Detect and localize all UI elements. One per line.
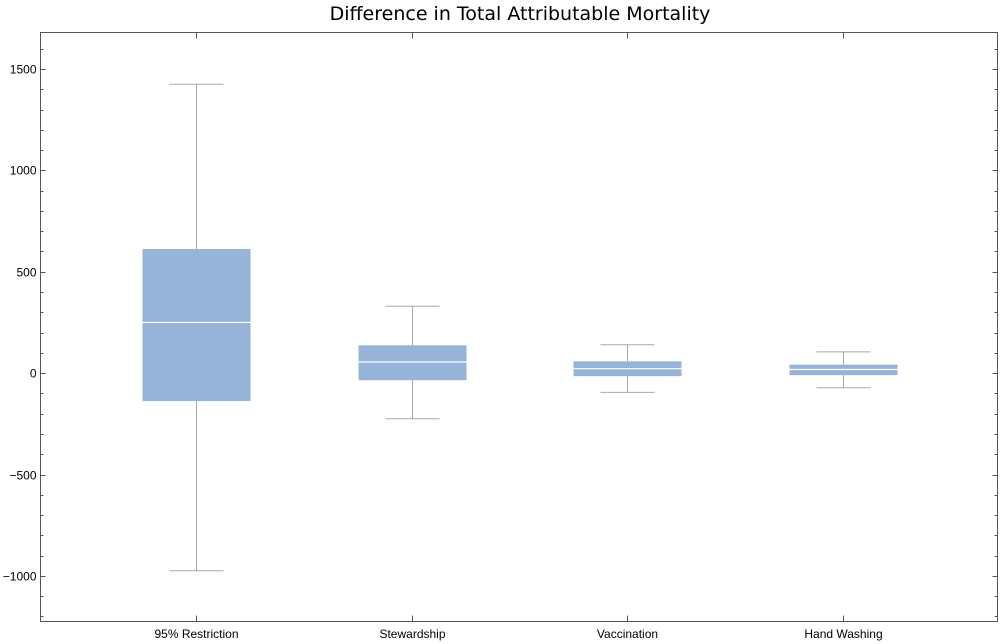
x-category-label: 95% Restriction	[154, 627, 238, 641]
x-category-label: Hand Washing	[804, 627, 882, 641]
y-tick-label: 0	[30, 367, 37, 381]
box-series	[142, 83, 898, 572]
x-category-label: Stewardship	[379, 627, 445, 641]
x-category-label: Vaccination	[597, 627, 658, 641]
y-tick-label: 500	[16, 266, 36, 280]
y-tick-label: 1000	[10, 164, 37, 178]
y-tick-label: −1000	[3, 570, 37, 584]
iqr-box	[142, 249, 251, 402]
box-2	[358, 305, 467, 420]
y-axis: −1000 −500 0 500 1000 1500	[3, 49, 998, 617]
iqr-box	[358, 345, 467, 381]
y-tick-label: −500	[9, 469, 36, 483]
plot-frame	[40, 32, 998, 622]
x-axis: 95% Restriction Stewardship Vaccination Han…	[154, 32, 883, 641]
box-1	[142, 83, 251, 572]
box-3	[573, 344, 682, 393]
box-4	[789, 351, 898, 389]
y-tick-label: 1500	[10, 63, 37, 77]
chart-title: Difference in Total Attributable Mortali…	[330, 3, 711, 25]
